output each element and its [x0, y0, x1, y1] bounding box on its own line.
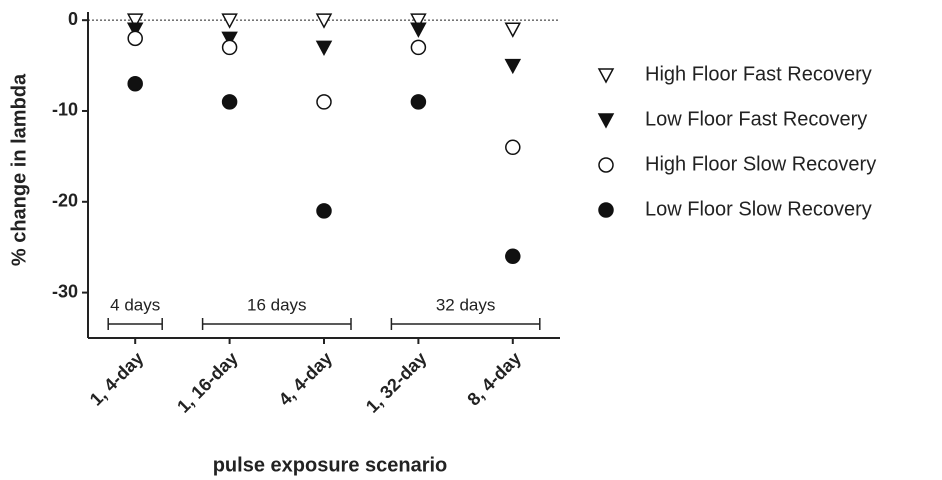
- x-axis-title: pulse exposure scenario: [213, 454, 448, 476]
- point: [505, 248, 521, 265]
- y-axis-title: % change in lambda: [8, 73, 30, 266]
- point: [126, 13, 144, 29]
- point: [410, 13, 427, 29]
- legend-marker: [597, 68, 615, 84]
- point: [126, 22, 144, 38]
- y-tick-label: -10: [52, 100, 78, 120]
- point: [315, 13, 333, 29]
- legend-marker: [598, 157, 614, 173]
- legend-label: High Floor Slow Recovery: [645, 153, 876, 175]
- point: [410, 94, 427, 110]
- x-tick-label: 1, 4-day: [86, 348, 148, 410]
- point: [505, 139, 521, 156]
- annotation: 32 days: [436, 295, 496, 314]
- point: [410, 22, 427, 38]
- y-tick-label: -20: [52, 191, 78, 211]
- point: [221, 39, 238, 56]
- legend-marker: [597, 113, 615, 129]
- point: [504, 22, 522, 38]
- point: [221, 31, 238, 47]
- point: [221, 94, 238, 110]
- legend-marker: [598, 202, 614, 218]
- legend-label: Low Floor Slow Recovery: [645, 198, 872, 220]
- x-tick-label: 1, 16-day: [173, 348, 242, 417]
- x-tick-label: 4, 4-day: [275, 348, 337, 410]
- annotation: 4 days: [110, 295, 160, 314]
- point: [127, 75, 143, 92]
- point: [315, 40, 333, 56]
- y-tick-label: -30: [52, 281, 78, 301]
- point: [316, 203, 332, 219]
- point: [127, 30, 143, 47]
- point: [316, 94, 332, 110]
- legend-label: Low Floor Fast Recovery: [645, 108, 867, 130]
- point: [504, 58, 522, 75]
- annotation: 16 days: [247, 295, 307, 314]
- legend-label: High Floor Fast Recovery: [645, 63, 872, 85]
- point: [410, 39, 427, 56]
- point: [221, 13, 238, 29]
- x-tick-label: 8, 4-day: [463, 348, 525, 410]
- x-tick-label: 1, 32-day: [362, 348, 431, 417]
- y-tick-label: 0: [68, 9, 78, 29]
